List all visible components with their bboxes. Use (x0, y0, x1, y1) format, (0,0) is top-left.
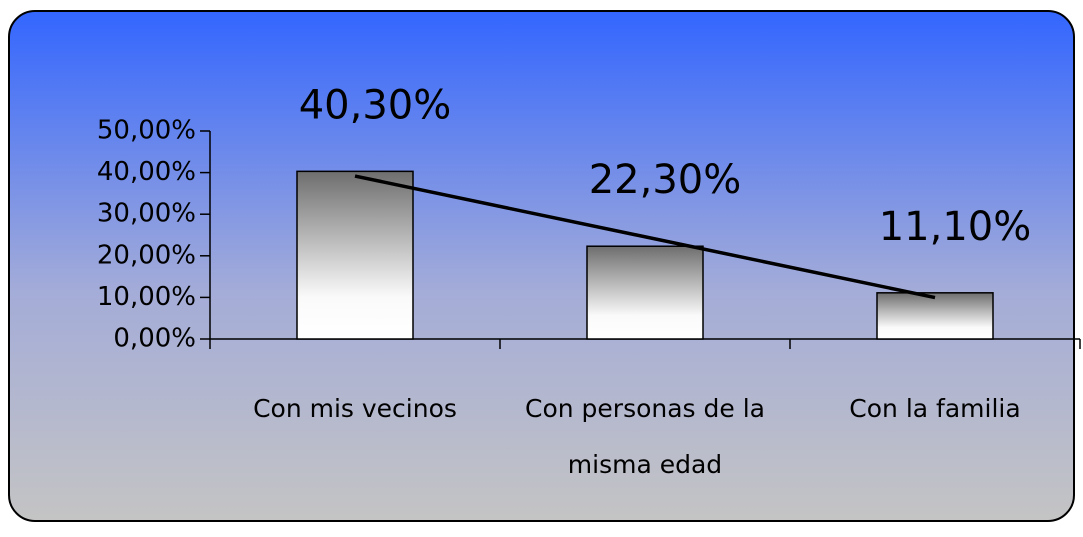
x-label-box: Con mis vecinos (253, 394, 457, 423)
y-tick-label: 10,00% (97, 282, 196, 312)
y-tick-label: 30,00% (97, 199, 196, 229)
data-label: 40,30% (299, 82, 452, 128)
x-tick-label: Con mis vecinos (253, 394, 457, 423)
bar (876, 292, 994, 340)
y-tick-label: 0,00% (113, 324, 196, 354)
y-tick-label: 40,00% (97, 157, 196, 187)
bar (296, 170, 414, 340)
x-label-box: Con personas de la misma edad (525, 394, 765, 479)
data-label: 22,30% (589, 157, 742, 203)
trendline (354, 174, 936, 300)
y-tick-label: 20,00% (97, 240, 196, 270)
chart-background (8, 10, 1075, 522)
data-label: 11,10% (879, 204, 1032, 250)
x-tick-label: Con la familia (849, 394, 1021, 423)
x-tick-label: Con personas de la misma edad (525, 394, 765, 479)
y-tick-label: 50,00% (97, 116, 196, 146)
bar (586, 245, 704, 340)
x-label-box: Con la familia (849, 394, 1021, 423)
